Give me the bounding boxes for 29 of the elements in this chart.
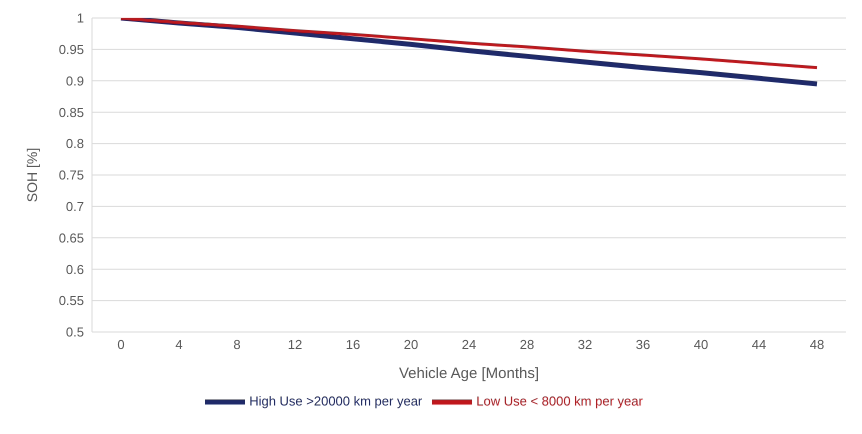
x-axis-title: Vehicle Age [Months] xyxy=(398,365,540,382)
line-series xyxy=(120,18,818,70)
x-tick-label: 44 xyxy=(752,337,766,352)
y-tick-label: 0.9 xyxy=(66,73,84,88)
x-tick-label: 48 xyxy=(810,337,824,352)
x-tick-label: 32 xyxy=(578,337,592,352)
y-tick-label: 0.85 xyxy=(58,104,84,120)
y-tick-label: 0.8 xyxy=(66,136,84,152)
y-tick-label: 0.95 xyxy=(58,42,84,58)
legend-label: High Use >20000 km per year xyxy=(249,393,422,408)
x-tick-label: 36 xyxy=(636,337,650,352)
x-tick-label: 16 xyxy=(346,337,360,352)
y-tick-label: 0.5 xyxy=(66,324,84,340)
x-tick-label: 0 xyxy=(117,337,125,352)
y-tick-label: 0.6 xyxy=(66,262,84,277)
x-tick-label: 28 xyxy=(520,337,534,352)
x-tick-label: 8 xyxy=(233,337,241,352)
x-tick-label: 24 xyxy=(462,337,476,352)
x-tick-label: 4 xyxy=(175,337,183,352)
x-tick-label: 20 xyxy=(404,337,418,352)
y-tick-label: 0.7 xyxy=(66,199,84,214)
x-tick-label: 40 xyxy=(694,337,708,352)
y-tick-label: 0.55 xyxy=(58,293,84,308)
y-tick-label: 1 xyxy=(76,10,84,26)
y-tick-label: 0.75 xyxy=(58,168,84,183)
x-tick-label: 12 xyxy=(288,337,302,352)
legend-label: Low Use < 8000 km per year xyxy=(476,393,643,408)
y-tick-label: 0.65 xyxy=(58,230,84,246)
y-axis-title: SOH [%] xyxy=(24,148,40,202)
